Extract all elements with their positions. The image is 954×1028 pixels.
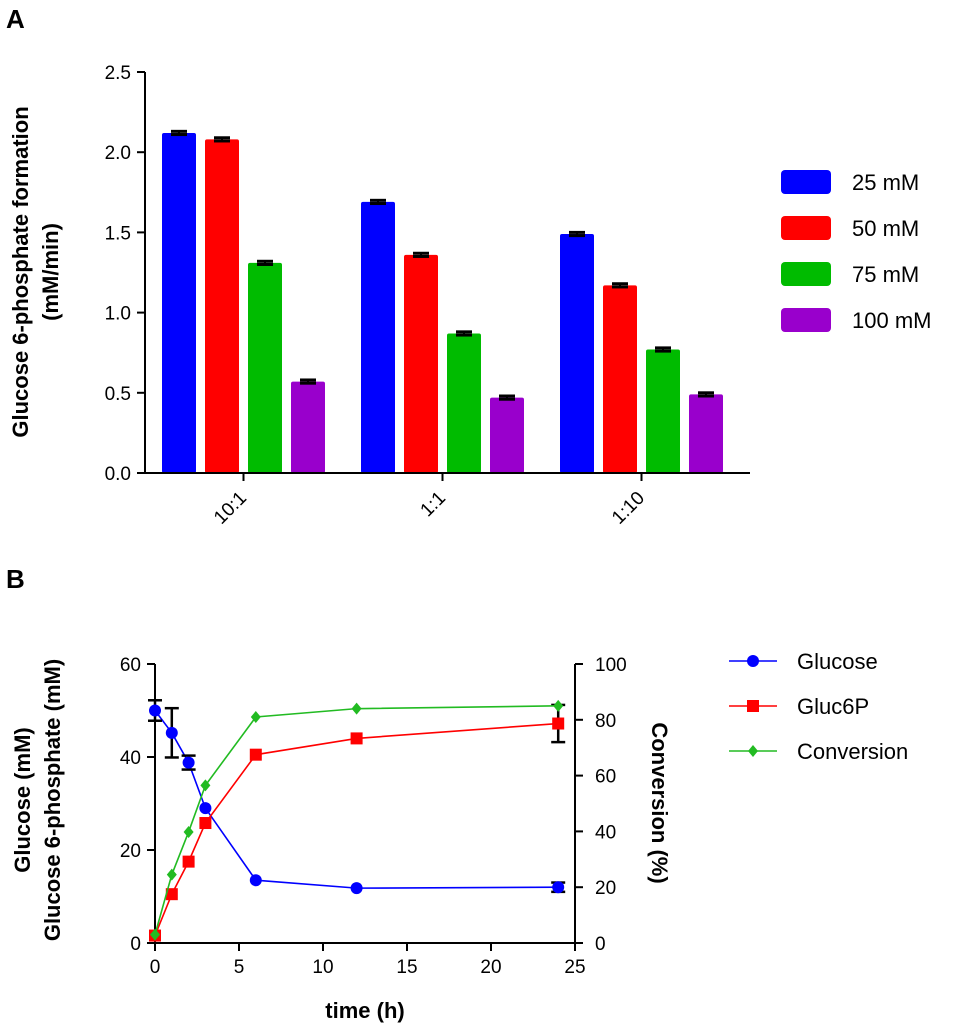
panel-b-point-glucose — [149, 704, 161, 717]
panel-a-bar — [603, 285, 637, 473]
panel-b-x-tick-label: 25 — [564, 957, 585, 978]
panel-a-bar — [447, 333, 481, 473]
panel-b-point-conversion — [250, 711, 261, 724]
panel-a-bar — [291, 381, 325, 473]
panel-b-point-glucose — [165, 726, 178, 739]
panel-a-legend-label: 75 mM — [852, 262, 919, 287]
panel-a-bar — [248, 262, 282, 473]
panel-b-x-title: time (h) — [325, 998, 404, 1023]
panel-a-x-tick-label: 10:1 — [210, 488, 251, 529]
panel-b-x-tick-label: 5 — [234, 957, 245, 978]
panel-a-legend-swatch — [781, 262, 831, 286]
panel-b-x-tick-label: 20 — [480, 957, 501, 978]
panel-b-point-glucose — [350, 882, 363, 895]
panel-a-legend-label: 50 mM — [852, 216, 919, 241]
panel-b-point-gluc6p — [165, 888, 178, 901]
panel-a-legend-label: 100 mM — [852, 308, 931, 333]
panel-b-point-conversion — [351, 702, 362, 715]
panel-b-point-gluc6p — [249, 748, 262, 761]
panel-a: A 0.0 0.5 1.0 1.5 2.0 2.5 10:1 1:1 1:10 Glucose… — [6, 4, 931, 529]
panel-a-x-tick-label: 1:10 — [608, 488, 649, 529]
panel-b-legend-marker — [747, 700, 759, 712]
panel-a-legend-label: 25 mM — [852, 170, 919, 195]
panel-b-y-tick-label: 60 — [120, 655, 141, 676]
panel-b-point-conversion — [183, 825, 194, 838]
panel-b-legend-label: Conversion — [797, 739, 908, 764]
panel-b-point-gluc6p — [182, 855, 195, 868]
panel-a-bar — [560, 234, 594, 473]
panel-a-x-tick-label: 1:1 — [417, 488, 451, 522]
panel-b-point-conversion — [150, 928, 160, 941]
panel-a-y-tick-label: 2.5 — [105, 63, 131, 84]
panel-b-point-conversion — [200, 779, 211, 792]
panel-b-y2-ticks: 0 20 40 60 80 100 — [575, 655, 627, 955]
panel-a-bar — [162, 132, 196, 473]
panel-a-legend: 25 mM 50 mM 75 mM 100 mM — [781, 170, 931, 333]
panel-b-x-tick-label: 10 — [312, 957, 333, 978]
panel-a-y-tick-label: 0.0 — [105, 464, 131, 485]
panel-b-x-tick-label: 0 — [150, 957, 161, 978]
panel-a-y-title-line2: (mM/min) — [38, 223, 63, 321]
panel-b-y-tick-label: 0 — [130, 934, 141, 955]
panel-a-bar — [689, 394, 723, 473]
panel-b-y2-tick-label: 0 — [595, 934, 606, 955]
panel-b-legend-marker — [747, 655, 759, 667]
panel-b-line-gluc6p — [154, 722, 559, 936]
panel-a-y-tick-label: 1.5 — [105, 223, 131, 244]
panel-a-y-tick-label: 0.5 — [105, 384, 131, 405]
panel-b-legend: Glucose Gluc6P Conversion — [729, 649, 908, 764]
panel-b-y-ticks: 0 20 40 60 — [120, 655, 155, 955]
panel-a-bars — [162, 129, 723, 474]
panel-b-series — [148, 699, 566, 942]
panel-b-y2-tick-label: 100 — [595, 655, 627, 676]
panel-b-point-gluc6p — [350, 732, 363, 745]
panel-a-bar — [205, 139, 239, 474]
panel-b-legend-label: Gluc6P — [797, 694, 869, 719]
panel-a-bar — [361, 201, 395, 473]
panel-a-legend-swatch — [781, 170, 831, 194]
panel-a-y-title-line1: Glucose 6-phosphate formation — [8, 106, 33, 437]
panel-a-legend-swatch — [781, 308, 831, 332]
panel-b-legend-marker — [748, 745, 758, 757]
panel-b-point-conversion — [553, 699, 564, 712]
panel-b-point-gluc6p — [552, 717, 565, 730]
panel-b-point-glucose — [182, 756, 195, 769]
panel-a-x-ticks: 10:1 1:1 1:10 — [210, 473, 649, 529]
panel-a-y-tick-label: 1.0 — [105, 304, 131, 325]
panel-b-point-gluc6p — [199, 817, 212, 830]
panel-b-legend-label: Glucose — [797, 649, 878, 674]
panel-b: B 0 20 40 60 0 20 40 60 80 100 0 5 10 15 20 25 time (… — [6, 564, 908, 1023]
panel-b-y-title-line2: Glucose 6-phosphate (mM) — [40, 659, 65, 941]
panel-a-letter: A — [6, 4, 25, 34]
panel-b-point-conversion — [166, 868, 177, 881]
panel-b-letter: B — [6, 564, 25, 594]
panel-b-y2-tick-label: 40 — [595, 822, 616, 843]
panel-b-point-glucose — [199, 802, 212, 815]
panel-a-bar — [646, 349, 680, 473]
panel-b-y-tick-label: 40 — [120, 748, 141, 769]
panel-b-y-tick-label: 20 — [120, 841, 141, 862]
panel-a-y-ticks: 0.0 0.5 1.0 1.5 2.0 2.5 — [105, 63, 145, 485]
panel-a-bar — [404, 254, 438, 473]
panel-b-y2-tick-label: 20 — [595, 878, 616, 899]
panel-a-legend-swatch — [781, 216, 831, 240]
panel-b-x-ticks: 0 5 10 15 20 25 — [150, 943, 586, 978]
panel-b-y-title-line1: Glucose (mM) — [10, 727, 35, 872]
panel-b-point-glucose — [249, 874, 262, 887]
panel-b-y2-title: Conversion (%) — [647, 722, 672, 883]
panel-b-x-tick-label: 15 — [396, 957, 417, 978]
panel-a-bar — [490, 397, 524, 473]
panel-b-y2-tick-label: 80 — [595, 711, 616, 732]
panel-b-y2-tick-label: 60 — [595, 767, 616, 788]
panel-a-y-tick-label: 2.0 — [105, 143, 131, 164]
panel-b-point-glucose — [552, 881, 565, 894]
